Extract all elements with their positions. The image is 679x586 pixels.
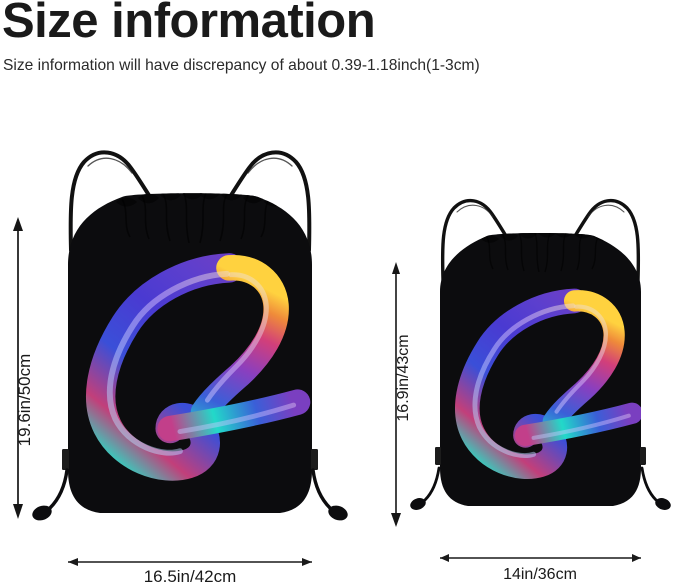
svg-text:16.9in/43cm: 16.9in/43cm bbox=[395, 334, 412, 421]
svg-text:14in/36cm: 14in/36cm bbox=[503, 566, 577, 583]
